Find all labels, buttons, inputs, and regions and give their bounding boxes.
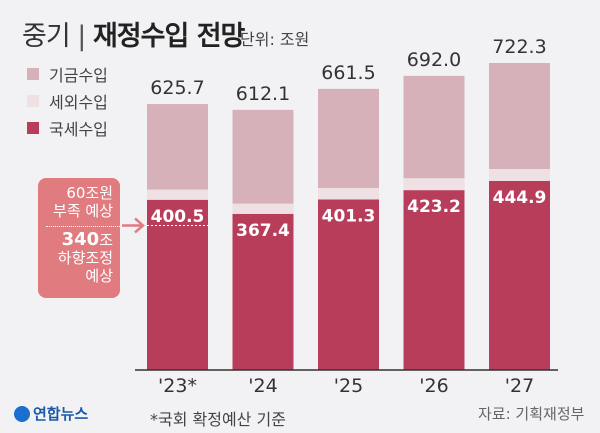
annotation-divider <box>46 226 120 227</box>
total-value-label: 692.0 <box>407 49 461 71</box>
annotation-line2: 부족 예상 <box>53 202 113 220</box>
bar-tax <box>403 190 465 370</box>
total-value-label: 612.1 <box>236 83 290 105</box>
annotation-line4: 예상 <box>85 267 113 285</box>
bar-tax <box>318 199 379 370</box>
legend-tax: 국세수입 <box>27 116 108 140</box>
tax-value-label: 401.3 <box>322 206 376 226</box>
bar-fund <box>318 88 379 188</box>
unit-label: 단위: 조원 <box>240 30 310 49</box>
tax-value-label: 423.2 <box>407 197 461 217</box>
bar-nontax <box>232 203 294 214</box>
bar-tax <box>147 199 208 370</box>
legend-nontax: 세외수입 <box>27 89 108 113</box>
bar-fund <box>147 104 208 190</box>
bar-fund <box>489 63 550 170</box>
logo-text: 연합뉴스 <box>33 405 89 423</box>
tax-value-label: 367.4 <box>236 221 290 241</box>
bar-tax <box>489 180 550 370</box>
legend-label: 국세수입 <box>49 120 108 139</box>
category-label: '26 <box>419 375 448 397</box>
title-bold: 재정수입 전망 <box>92 21 245 52</box>
category-label: '24 <box>248 375 277 397</box>
chart-title: 중기 | 재정수입 전망 <box>22 21 245 52</box>
bar-fund <box>232 109 294 204</box>
legend-swatch <box>27 68 39 80</box>
source: 자료: 기획재정부 <box>478 405 585 423</box>
arrow-icon <box>122 217 145 234</box>
category-label: '27 <box>505 375 534 397</box>
total-value-label: 661.5 <box>321 62 375 84</box>
logo-icon <box>14 405 30 422</box>
bar-nontax <box>318 187 379 200</box>
annotation-line1: 60조원 <box>66 184 113 202</box>
yonhap-logo: 연합뉴스 <box>14 403 88 424</box>
tax-value-label: 444.9 <box>493 188 547 208</box>
total-value-label: 722.3 <box>492 36 546 58</box>
legend-swatch <box>27 95 39 107</box>
category-label: '23* <box>158 375 197 397</box>
bar-nontax <box>489 169 550 181</box>
annotation-box: 60조원 부족 예상 340조 하향조정 예상 <box>38 178 120 298</box>
bar-nontax <box>403 178 465 191</box>
annotation-line3: 하향조정 <box>57 249 113 267</box>
title-light: 중기 <box>22 21 71 52</box>
legend-label: 기금수입 <box>49 66 108 85</box>
legend-label: 세외수입 <box>49 93 108 112</box>
bar-tax <box>232 213 294 370</box>
annotation-amount: 340 <box>61 229 100 250</box>
bar-fund <box>403 75 465 179</box>
annotation-amount-unit: 조 <box>99 231 113 249</box>
legend-fund: 기금수입 <box>27 62 108 86</box>
footnote: *국회 확정예산 기준 <box>150 410 286 429</box>
tax-value-label: 400.5 <box>151 207 205 227</box>
bar-nontax <box>147 189 208 200</box>
legend-swatch <box>27 122 39 134</box>
total-value-label: 625.7 <box>150 77 204 99</box>
category-label: '25 <box>334 375 363 397</box>
